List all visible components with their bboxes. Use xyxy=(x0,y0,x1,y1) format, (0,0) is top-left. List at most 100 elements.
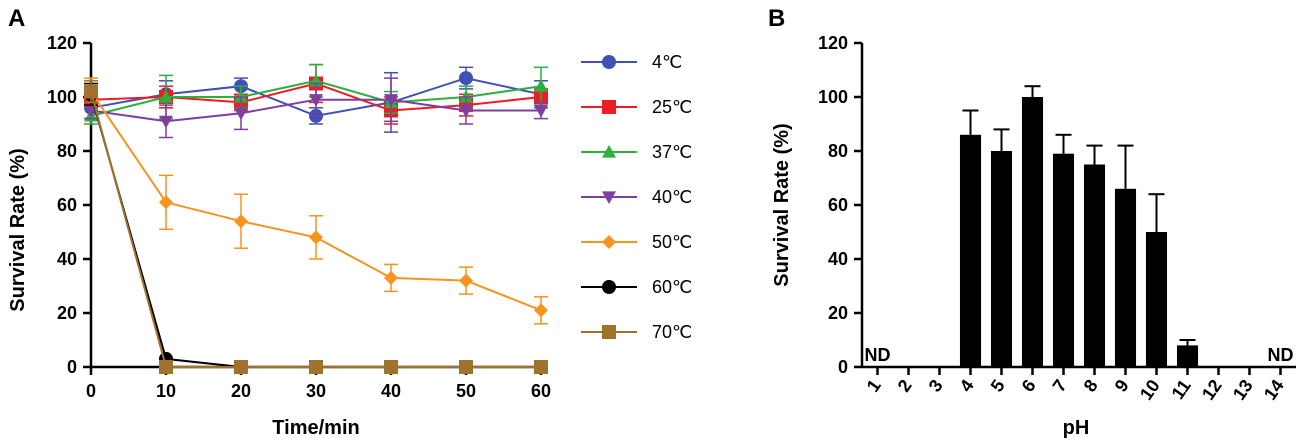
legend-label: 25℃ xyxy=(652,97,692,117)
data-point xyxy=(384,94,398,107)
panel-a-y-tick-label: 100 xyxy=(47,87,77,107)
panel-b-y-tick-label: 40 xyxy=(828,249,848,269)
legend-label: 40℃ xyxy=(652,187,692,207)
legend-label: 37℃ xyxy=(652,142,692,162)
panel-a-y-tick-label: 60 xyxy=(57,195,77,215)
legend-marker xyxy=(602,55,616,69)
bar xyxy=(1052,153,1075,367)
panel-a-x-tick-label: 10 xyxy=(156,381,176,401)
bar xyxy=(1176,345,1199,367)
legend-marker xyxy=(602,325,616,339)
panel-b-y-tick-label: 100 xyxy=(818,87,848,107)
data-point xyxy=(84,84,98,99)
legend-label: 50℃ xyxy=(652,232,692,252)
bar xyxy=(1083,164,1106,367)
data-point xyxy=(384,270,398,285)
data-point xyxy=(534,104,548,118)
data-point xyxy=(534,360,548,374)
data-point xyxy=(459,104,473,118)
panel-b-x-tick-label: 6 xyxy=(1018,376,1040,396)
legend-label: 60℃ xyxy=(652,277,692,297)
data-point xyxy=(534,79,548,92)
panel-a-x-tick-label: 40 xyxy=(381,381,401,401)
panel-a-axes: 0 20 40 60 80 100 120 0 10 20 30 40 50 60 xyxy=(47,33,551,401)
panel-a-y-tick-label: 40 xyxy=(57,249,77,269)
panel-a-y-tick-label: 0 xyxy=(67,357,77,377)
legend-marker xyxy=(602,100,616,114)
panel-b-bar-chart: B Survival Rate (%) pH 0 20 40 60 80 100 120 1 2… xyxy=(768,5,1296,439)
panel-a-legend: 4℃ 25℃ 37℃ 40℃ 50℃ 60℃ 70℃ xyxy=(581,52,692,342)
panel-a-x-tick-label: 50 xyxy=(456,381,476,401)
nd-annotation: ND xyxy=(1268,345,1294,365)
legend-item: 25℃ xyxy=(581,97,692,117)
panel-a-y-tick-label: 20 xyxy=(57,303,77,323)
data-point xyxy=(309,360,323,374)
panel-b-y-tick-label: 60 xyxy=(828,195,848,215)
panel-a-label: A xyxy=(8,5,25,32)
panel-a-x-axis-title: Time/min xyxy=(272,417,359,439)
panel-b-x-tick-label: 14 xyxy=(1260,376,1288,404)
panel-b-x-tick-label: 13 xyxy=(1229,376,1257,404)
data-point xyxy=(459,360,473,374)
data-point xyxy=(234,360,248,374)
panel-a-y-axis-title: Survival Rate (%) xyxy=(7,148,29,311)
legend-item: 50℃ xyxy=(581,232,692,252)
panel-b-x-tick-label: 5 xyxy=(987,376,1009,396)
data-point xyxy=(309,94,323,107)
nd-annotation: ND xyxy=(865,345,891,365)
panel-b-label: B xyxy=(768,5,785,32)
panel-b-bars: ND ND xyxy=(865,85,1294,367)
panel-b-x-tick-label: 7 xyxy=(1049,376,1071,396)
panel-b-x-tick-label: 8 xyxy=(1080,376,1102,396)
bar xyxy=(1114,188,1137,367)
legend-marker xyxy=(602,280,616,294)
panel-a-y-tick-label: 120 xyxy=(47,33,77,53)
data-point xyxy=(384,360,398,374)
data-point xyxy=(234,214,248,229)
legend-marker xyxy=(602,235,616,249)
bar xyxy=(959,134,982,367)
legend-item: 40℃ xyxy=(581,187,692,207)
panel-b-x-tick-label: 11 xyxy=(1167,376,1194,403)
panel-b-x-axis-title: pH xyxy=(1063,417,1090,439)
panel-a-x-tick-label: 60 xyxy=(531,381,551,401)
data-point xyxy=(534,303,548,318)
data-point xyxy=(159,115,173,129)
panel-b-x-tick-label: 12 xyxy=(1198,376,1226,404)
data-point xyxy=(459,273,473,288)
data-point xyxy=(159,90,173,103)
panel-b-y-tick-label: 120 xyxy=(818,33,848,53)
series-6 xyxy=(84,80,548,374)
legend-marker xyxy=(602,191,616,204)
data-point xyxy=(309,230,323,245)
series-3 xyxy=(84,77,548,139)
panel-b-x-tick-label: 3 xyxy=(925,376,947,396)
legend-label: 70℃ xyxy=(652,322,692,342)
legend-item: 37℃ xyxy=(581,142,692,162)
legend-item: 70℃ xyxy=(581,322,692,342)
bar xyxy=(1021,97,1044,367)
legend-item: 4℃ xyxy=(581,52,682,72)
panel-b-x-tick-label: 1 xyxy=(863,376,885,396)
panel-b-x-tick-label: 9 xyxy=(1111,376,1133,396)
panel-a-x-tick-label: 30 xyxy=(306,381,326,401)
panel-b-x-tick-label: 4 xyxy=(956,376,978,396)
panel-a-line-chart: A Survival Rate (%) Time/min 0 20 40 60 80 10… xyxy=(7,5,692,439)
legend-marker xyxy=(602,145,616,158)
data-point xyxy=(159,360,173,374)
bar xyxy=(990,151,1013,367)
panel-b-x-tick-label: 10 xyxy=(1136,376,1164,404)
panel-b-x-tick-label: 2 xyxy=(894,376,916,396)
panel-a-y-tick-label: 80 xyxy=(57,141,77,161)
data-point xyxy=(459,71,473,86)
bar xyxy=(1145,232,1168,367)
panel-a-series xyxy=(84,63,548,374)
legend-item: 60℃ xyxy=(581,277,692,297)
panel-b-y-tick-label: 80 xyxy=(828,141,848,161)
data-point xyxy=(234,107,248,121)
panel-b-y-axis-title: Survival Rate (%) xyxy=(771,123,793,286)
panel-b-y-tick-label: 0 xyxy=(838,357,848,377)
legend-label: 4℃ xyxy=(652,52,682,72)
data-point xyxy=(159,195,173,210)
